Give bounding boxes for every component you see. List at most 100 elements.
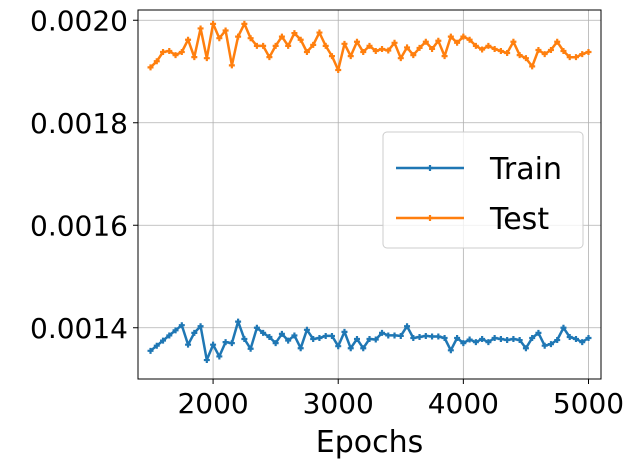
train-point (328, 332, 335, 339)
test-point (404, 44, 411, 51)
legend-train-label: Train (489, 152, 562, 187)
train-point (366, 336, 373, 343)
test-point (491, 45, 498, 52)
test-point (147, 64, 154, 71)
test-point (328, 53, 335, 60)
train-point (153, 342, 160, 349)
test-point (297, 36, 304, 43)
train-point (316, 335, 323, 341)
train-point (347, 345, 354, 352)
test-point (210, 20, 217, 27)
train-point (416, 333, 423, 340)
legend-box (382, 131, 584, 249)
test-point (529, 63, 536, 70)
test-point (310, 41, 317, 48)
test-point (472, 42, 479, 49)
test-point (185, 36, 192, 43)
train-point (560, 324, 567, 331)
test-point (172, 52, 179, 59)
train-point (435, 333, 442, 340)
legend-test-label: Test (489, 202, 549, 237)
train-point (547, 341, 554, 348)
test-point (560, 48, 567, 54)
train-point (379, 329, 386, 336)
test-point (466, 36, 473, 43)
test-point (435, 37, 442, 44)
train-point (404, 323, 411, 330)
test-point (303, 49, 310, 56)
train-point (297, 345, 304, 352)
test-point (253, 42, 260, 49)
train-point (278, 330, 285, 337)
test-point (510, 38, 517, 45)
train-point (572, 336, 579, 343)
train-point (510, 336, 517, 343)
legend-train-marker (427, 165, 433, 171)
x-axis-ticks: 2000 3000 4000 5000 (177, 379, 624, 420)
test-point (379, 45, 386, 52)
train-point (222, 339, 229, 346)
train-point (210, 341, 217, 348)
train-point (260, 329, 267, 336)
test-point (272, 42, 279, 49)
train-point (485, 339, 492, 346)
train-point (191, 329, 198, 336)
test-point (335, 66, 342, 73)
train-point (291, 332, 298, 339)
train-point (479, 336, 486, 343)
test-point (554, 38, 561, 45)
test-point (497, 48, 504, 54)
series-lines (147, 20, 592, 364)
y-tick-label: 0.0018 (30, 107, 128, 140)
test-point (372, 48, 379, 54)
test-point (203, 55, 210, 62)
y-tick-label: 0.0020 (30, 4, 128, 37)
test-point (447, 33, 454, 40)
train-point (447, 347, 454, 354)
train-point (441, 335, 448, 341)
legend: Train Test (382, 131, 584, 249)
train-point (579, 339, 586, 346)
train-point (529, 335, 536, 341)
test-point (397, 55, 404, 62)
test-point (260, 42, 267, 49)
test-point (291, 30, 298, 37)
train-point (554, 337, 561, 344)
train-point (310, 336, 317, 343)
train-point (241, 336, 248, 343)
train-point (228, 340, 235, 347)
train-point (341, 328, 348, 335)
test-point (391, 39, 398, 46)
test-point (441, 53, 448, 60)
test-point (197, 25, 204, 32)
test-point (416, 44, 423, 51)
test-point (341, 40, 348, 47)
train-point (422, 332, 429, 339)
test-point (504, 50, 511, 57)
train-point (235, 318, 242, 325)
x-tick-label: 5000 (553, 387, 624, 420)
train-point (335, 343, 342, 350)
train-point (266, 333, 273, 340)
test-point (216, 35, 223, 42)
train-point (516, 337, 523, 344)
test-point (485, 42, 492, 49)
test-point (353, 38, 360, 45)
train-point (472, 339, 479, 346)
plot-area-frame (137, 9, 602, 380)
train-point (172, 327, 179, 334)
train-point (216, 353, 223, 360)
x-tick-label: 3000 (303, 387, 374, 420)
test-point (278, 33, 285, 40)
train-point (147, 347, 154, 354)
test-series (147, 20, 592, 73)
test-point (410, 52, 417, 59)
test-point (160, 49, 167, 56)
train-point (429, 333, 436, 340)
train-point (197, 323, 204, 330)
test-point (547, 46, 554, 53)
test-point (541, 51, 548, 58)
test-point (235, 33, 242, 40)
test-point (166, 48, 173, 54)
test-point (266, 54, 273, 61)
